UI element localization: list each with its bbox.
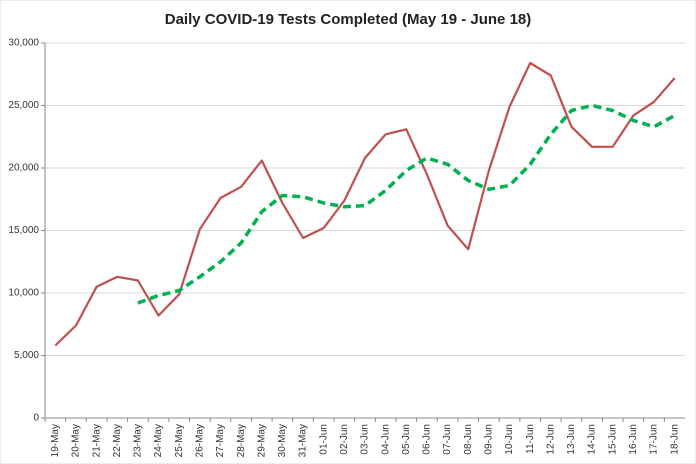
y-tick-label: 20,000 (8, 163, 39, 174)
x-tick-label: 24-May (153, 424, 164, 457)
x-tick-label: 31-May (298, 424, 309, 457)
x-tick-label: 07-Jun (442, 424, 453, 455)
x-tick-label: 01-Jun (318, 424, 329, 455)
x-tick-label: 18-Jun (669, 424, 680, 455)
x-tick-label: 02-Jun (339, 424, 350, 455)
x-tick-label: 04-Jun (380, 424, 391, 455)
x-tick-label: 09-Jun (484, 424, 495, 455)
x-tick-label: 10-Jun (504, 424, 515, 455)
y-tick-label: 15,000 (8, 225, 39, 236)
y-tick-label: 25,000 (8, 100, 39, 111)
x-tick-label: 30-May (277, 424, 288, 457)
x-tick-label: 29-May (256, 424, 267, 457)
x-tick-label: 16-Jun (628, 424, 639, 455)
x-tick-label: 06-Jun (422, 424, 433, 455)
x-tick-label: 19-May (50, 424, 61, 457)
x-tick-label: 25-May (174, 424, 185, 457)
x-tick-label: 14-Jun (587, 424, 598, 455)
x-tick-label: 17-Jun (649, 424, 660, 455)
series-line (54, 61, 676, 347)
x-tick-label: 23-May (133, 424, 144, 457)
x-tick-label: 28-May (236, 424, 247, 457)
x-tick-label: 08-Jun (463, 424, 474, 455)
y-tick-label: 30,000 (8, 38, 39, 49)
x-tick-label: 05-Jun (401, 424, 412, 455)
x-tick-label: 27-May (215, 424, 226, 457)
x-tick-label: 22-May (112, 424, 123, 457)
y-tick-label: 0 (33, 413, 39, 424)
x-tick-label: 15-Jun (607, 424, 618, 455)
chart-title: Daily COVID-19 Tests Completed (May 19 -… (165, 11, 532, 28)
x-tick-label: 21-May (91, 424, 102, 457)
y-tick-label: 5,000 (14, 350, 39, 361)
x-tick-label: 11-Jun (525, 424, 536, 454)
x-tick-label: 13-Jun (566, 424, 577, 455)
series-line (137, 103, 676, 305)
y-tick-label: 10,000 (8, 288, 39, 299)
x-tick-label: 12-Jun (545, 424, 556, 455)
x-tick-label: 26-May (194, 424, 205, 457)
x-tick-label: 20-May (71, 424, 82, 457)
x-tick-label: 03-Jun (360, 424, 371, 455)
